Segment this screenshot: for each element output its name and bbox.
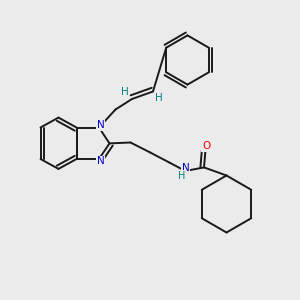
Text: H: H [155,93,163,103]
Text: N: N [182,163,189,173]
Text: N: N [97,156,104,167]
Text: O: O [202,141,210,152]
Text: H: H [121,87,128,98]
Text: N: N [97,120,104,130]
Text: H: H [178,171,185,181]
